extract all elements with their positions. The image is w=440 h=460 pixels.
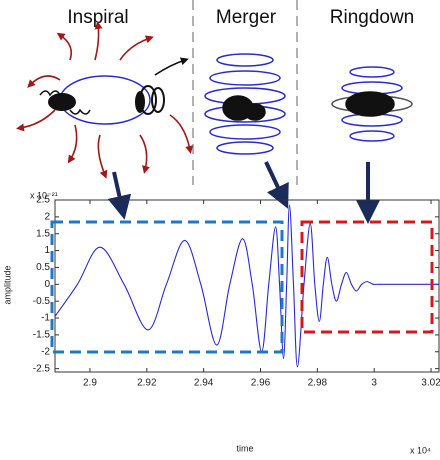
x-tick-label: 2.92 <box>137 378 157 389</box>
phase-label: Inspiral <box>67 7 128 28</box>
y-tick-label: -2 <box>41 346 50 357</box>
ringdown-illustration <box>331 66 413 142</box>
y-tick-label: 2 <box>44 212 50 223</box>
x-tick-label: 2.98 <box>308 378 328 389</box>
inspiral-illustration <box>16 21 194 179</box>
y-tick-label: 1.5 <box>36 228 50 239</box>
phase-arrows <box>107 161 380 224</box>
merger-illustration <box>204 53 286 155</box>
y-tick-label: 0 <box>44 279 50 290</box>
plot-frame <box>54 199 440 373</box>
x-tick-label: 3 <box>371 378 377 389</box>
phase-label: Ringdown <box>330 7 415 28</box>
x-tick-label: 3.02 <box>421 378 440 389</box>
phase-label: Merger <box>216 7 277 28</box>
y-tick-label: -0.5 <box>33 296 51 307</box>
x-axis-label: time <box>236 443 253 453</box>
waveform <box>54 204 439 368</box>
ringdown-box <box>300 220 434 334</box>
inspiral-box <box>50 220 284 354</box>
y-tick-label: -1 <box>41 313 50 324</box>
x-tick-label: 2.96 <box>251 378 271 389</box>
y-tick-label: -2.5 <box>33 363 51 374</box>
y-axis-label: amplitude <box>2 265 12 304</box>
y-tick-label: -1.5 <box>33 330 51 341</box>
x-tick-label: 2.9 <box>83 378 97 389</box>
x-multiplier: x 10⁴ <box>410 445 431 455</box>
y-tick-label: 0.5 <box>36 262 50 273</box>
x-tick-label: 2.94 <box>194 378 214 389</box>
y-multiplier: x 10⁻²¹ <box>30 190 58 200</box>
y-tick-label: 1 <box>44 245 50 256</box>
y-tick-label: 2.5 <box>36 195 50 206</box>
